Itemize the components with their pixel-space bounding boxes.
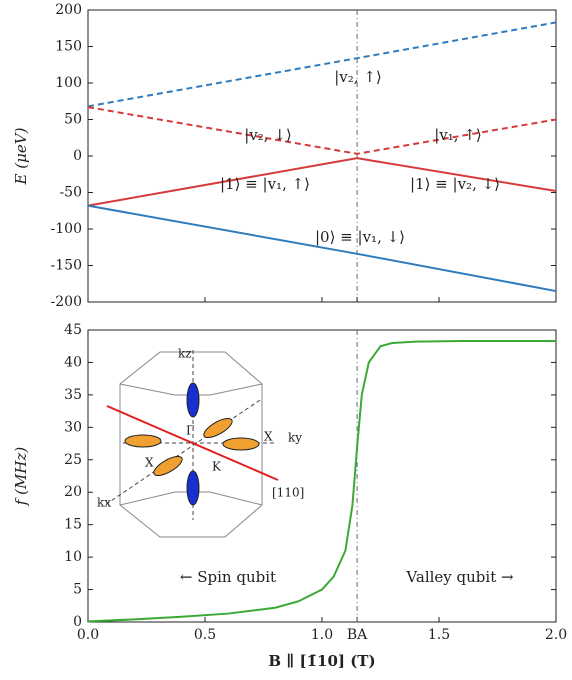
y-tick-label: 0	[73, 148, 82, 164]
valley-ellipse	[186, 470, 200, 506]
y-axis-title: f (MHz)	[12, 447, 30, 507]
y-tick-label: 150	[55, 39, 82, 55]
annotation: ← Spin qubit	[180, 568, 276, 586]
y-tick-label: -150	[51, 258, 82, 274]
annotation: |v₁, ↑⟩	[434, 126, 482, 144]
annotation: |1⟩ ≡ |v₂, ↓⟩	[410, 175, 500, 193]
zone-outline	[119, 351, 263, 538]
annotation: Valley qubit →	[405, 568, 514, 586]
y-tick-label: 40	[64, 354, 82, 370]
y-tick-label: 45	[64, 322, 82, 338]
y-axis-title: E (μeV)	[12, 127, 30, 185]
valley-ellipse	[203, 417, 233, 439]
plot-frame	[87, 9, 557, 303]
x-axis-title: B ∥ [1̄10] (T)	[268, 652, 375, 670]
y-tick-label: 200	[55, 2, 82, 18]
direction-line	[106, 405, 279, 481]
y-tick-label: 10	[64, 549, 82, 565]
x-tick-label: BA	[347, 627, 368, 643]
x-tick-label: 1.0	[311, 627, 333, 643]
y-tick-label: 0	[73, 614, 82, 630]
brillouin-zone-inset	[104, 350, 279, 538]
x-tick-label: 1.5	[428, 627, 450, 643]
series-line	[87, 106, 557, 155]
annotation: |v₂, ↓⟩	[244, 126, 292, 144]
y-tick-label: -50	[59, 185, 82, 201]
inset-label: Γ	[186, 424, 194, 438]
inset-label: [110]	[272, 486, 304, 500]
x-tick-label: 2.0	[545, 627, 567, 643]
y-tick-label: -200	[51, 294, 82, 310]
annotation: |1⟩ ≡ |v₁, ↑⟩	[220, 175, 310, 193]
annotation: |v₂, ↑⟩	[334, 68, 382, 86]
y-tick-label: 50	[64, 112, 82, 128]
y-tick-label: 15	[64, 517, 82, 533]
y-tick-label: 35	[64, 387, 82, 403]
x-tick-label: 0.0	[77, 627, 99, 643]
y-tick-label: 30	[64, 419, 82, 435]
kx-axis	[104, 399, 261, 506]
valley-ellipse	[222, 437, 260, 451]
annotation: |0⟩ ≡ |v₁, ↓⟩	[315, 228, 405, 246]
series-line	[87, 157, 557, 207]
series-line	[87, 21, 557, 108]
valley-ellipse	[124, 434, 162, 448]
y-tick-label: 20	[64, 484, 82, 500]
y-tick-label: 25	[64, 452, 82, 468]
y-tick-label: 100	[55, 75, 82, 91]
valley-ellipse	[186, 382, 200, 418]
series-line	[87, 204, 557, 293]
inset-label: ky	[288, 431, 302, 445]
y-tick-label: -100	[51, 221, 82, 237]
inset-label: K	[212, 460, 222, 474]
valley-ellipse	[153, 455, 183, 477]
series-line	[87, 340, 556, 623]
x-tick-label: 0.5	[194, 627, 216, 643]
inset-label: X	[145, 456, 154, 470]
inset-label: kx	[97, 496, 111, 510]
inset-label: kz	[178, 347, 192, 361]
inset-label: X	[264, 430, 273, 444]
y-tick-label: 5	[73, 582, 82, 598]
